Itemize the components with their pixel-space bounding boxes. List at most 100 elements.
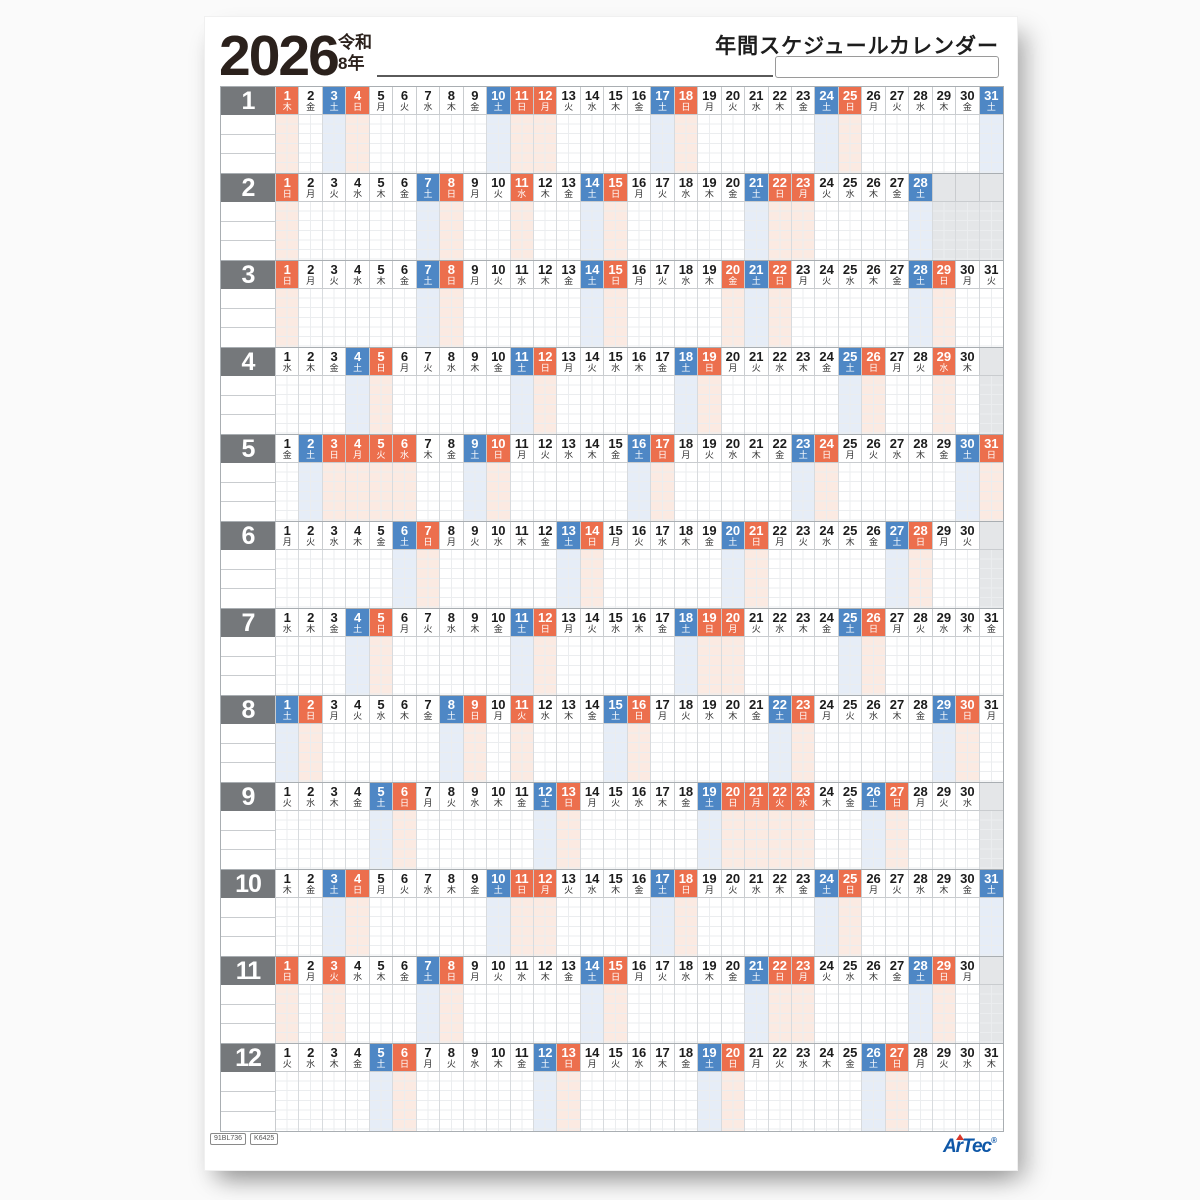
day-column: 22 日 [768, 261, 792, 347]
day-column: 11 木 [510, 522, 534, 608]
day-column: 10 金 [487, 609, 511, 695]
day-writing-cell [487, 376, 511, 434]
day-column: 29 水 [932, 609, 957, 695]
day-column: 25 水 [838, 174, 863, 260]
weekday-kanji: 日 [939, 275, 949, 286]
day-writing-cell [440, 1072, 464, 1131]
weekday-kanji: 月 [634, 971, 644, 982]
day-header-cell: 28 月 [909, 783, 933, 811]
day-number: 8 [447, 87, 456, 103]
day-writing-cell [510, 289, 534, 347]
weekday-kanji: 月 [822, 710, 832, 721]
weekday-kanji: 水 [353, 188, 363, 199]
weekday-kanji: 金 [845, 1058, 855, 1069]
day-writing-cell [651, 550, 675, 608]
day-number: 27 [889, 435, 905, 451]
day-writing-cell [885, 811, 910, 869]
day-writing-cell [416, 202, 441, 260]
weekday-kanji: 木 [540, 275, 550, 286]
day-column: 29 金 [932, 435, 957, 521]
weekday-kanji: 火 [657, 188, 667, 199]
day-number: 13 [561, 174, 576, 190]
day-number: 10 [491, 348, 506, 364]
day-header-cell: 21 日 [745, 522, 769, 550]
weekday-kanji: 土 [587, 188, 597, 199]
day-number: 18 [678, 174, 694, 190]
day-header-cell: 21 金 [745, 696, 769, 724]
day-writing-cell [440, 463, 464, 521]
weekday-kanji: 月 [798, 275, 808, 286]
month-row: 4 1 水 2 木 3 金 4 土 5 日 6 月 7 火 8 水 9 木 10 金 11 土 12 日 13 月 14 火 15 水 16 木… [221, 348, 1004, 435]
day-writing-cell [440, 289, 464, 347]
day-header-cell: 19 土 [698, 783, 722, 811]
day-writing-cell [698, 376, 722, 434]
day-number: 23 [795, 783, 811, 799]
day-header-cell: 19 月 [698, 87, 722, 115]
day-header-cell: 26 土 [862, 1044, 886, 1072]
day-header-cell: 29 日 [932, 261, 957, 289]
weekday-kanji: 金 [728, 275, 738, 286]
day-header-cell: 23 金 [791, 870, 816, 898]
day-writing-cell [604, 289, 628, 347]
weekday-kanji: 木 [611, 884, 621, 895]
day-number: 31 [984, 1044, 999, 1060]
day-writing-cell [322, 811, 347, 869]
month-side-lines [221, 898, 275, 956]
day-number: 16 [631, 1044, 647, 1060]
day-writing-cell [557, 898, 581, 956]
weekday-kanji: 木 [399, 710, 409, 721]
day-column: 20 日 [721, 1044, 746, 1131]
weekday-kanji: 日 [704, 623, 714, 634]
day-header-cell: 23 月 [791, 174, 816, 202]
day-header-cell: 19 日 [698, 348, 722, 376]
day-header-cell: 30 日 [956, 696, 980, 724]
day-writing-cell [862, 1072, 886, 1131]
day-writing-cell [557, 115, 581, 173]
day-number: 3 [330, 522, 338, 538]
side-line-row [221, 135, 275, 155]
weekday-kanji: 水 [962, 797, 972, 808]
month-label-column: 8 [221, 696, 275, 782]
day-number: 31 [984, 261, 999, 277]
day-number: 18 [678, 435, 694, 451]
era-year: 8年 [338, 54, 365, 74]
day-header-cell: 26 月 [862, 87, 886, 115]
day-header-cell: 25 木 [838, 522, 863, 550]
day-number: 1 [283, 174, 291, 190]
weekday-kanji: 月 [611, 536, 621, 547]
day-writing-cell [393, 1072, 417, 1131]
day-column: 14 月 [580, 783, 605, 869]
day-number: 22 [772, 174, 787, 190]
weekday-kanji: 月 [587, 797, 597, 808]
day-column: 12 金 [533, 522, 558, 608]
day-header-cell: 15 日 [604, 174, 628, 202]
day-writing-cell [979, 115, 1004, 173]
day-column: 27 金 [885, 261, 910, 347]
day-writing-cell [838, 724, 863, 782]
day-number: 20 [725, 870, 741, 886]
day-writing-cell [580, 463, 605, 521]
month-row: 7 1 水 2 木 3 金 4 土 5 日 6 月 7 火 8 水 9 木 10 金 11 土 12 日 13 月 14 火 15 水 16 木… [221, 609, 1004, 696]
day-column: 30 月 [956, 261, 980, 347]
day-writing-cell [745, 637, 769, 695]
day-writing-cell [533, 289, 558, 347]
day-header-cell: 24 木 [815, 783, 839, 811]
weekday-kanji: 火 [493, 275, 503, 286]
day-writing-cell [299, 115, 323, 173]
day-header-cell: 15 金 [604, 435, 628, 463]
weekday-kanji: 日 [399, 1058, 409, 1069]
day-number: 20 [725, 522, 741, 538]
day-column: 13 月 [557, 348, 581, 434]
day-number: 1 [283, 261, 291, 277]
day-writing-cell [768, 637, 792, 695]
weekday-kanji: 金 [517, 797, 527, 808]
weekday-kanji: 木 [869, 971, 879, 982]
